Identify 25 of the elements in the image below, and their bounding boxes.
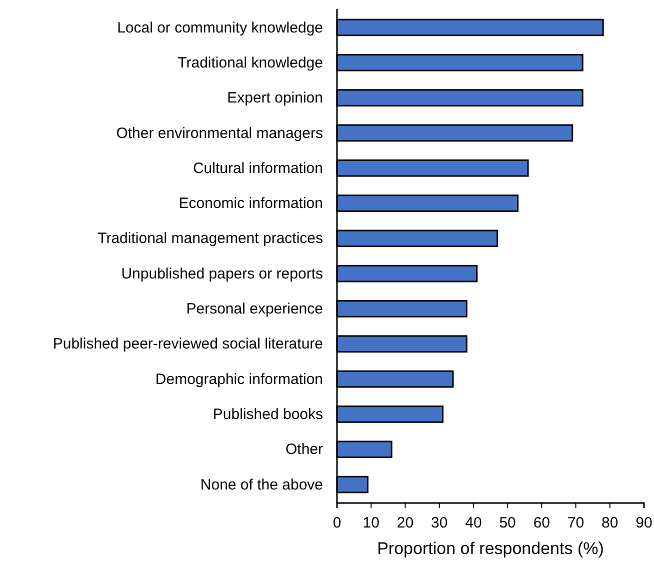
x-tick-label: 20 — [396, 514, 414, 532]
y-tick-label: Cultural information — [192, 160, 323, 177]
y-tick-label: Personal experience — [186, 300, 323, 318]
y-tick-label: Published books — [212, 406, 323, 424]
y-tick-label: Traditional management practices — [98, 230, 323, 248]
y-tick-label: Expert opinion — [227, 90, 323, 107]
x-axis-title: Proportion of respondents (%) — [377, 539, 604, 558]
y-tick-label: Demographic information — [155, 370, 323, 388]
y-tick-label: Local or community knowledge — [117, 19, 323, 36]
x-tick-label: 0 — [332, 514, 342, 532]
x-tick-label: 10 — [362, 514, 380, 532]
x-tick-label: 30 — [430, 514, 448, 532]
x-tick-label: 80 — [602, 514, 618, 532]
x-tick-label: 90 — [636, 514, 652, 532]
x-tick-label: 70 — [567, 514, 584, 532]
y-tick-label: Published peer-reviewed social literature — [52, 336, 323, 353]
y-tick-label: Unpublished papers or reports — [121, 265, 323, 282]
y-tick-label: Economic information — [178, 195, 323, 212]
x-tick-label: 50 — [499, 514, 516, 532]
y-tick-label: Other — [285, 441, 324, 458]
y-tick-label: Traditional knowledge — [178, 54, 323, 72]
y-tick-label: None of the above — [200, 476, 323, 494]
x-tick-label: 60 — [533, 514, 550, 532]
x-tick-label: 40 — [465, 514, 482, 532]
y-tick-label: Other environmental managers — [116, 124, 323, 142]
